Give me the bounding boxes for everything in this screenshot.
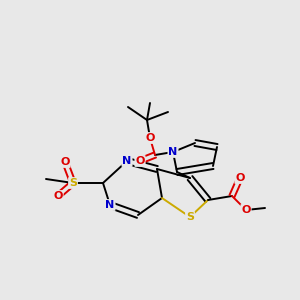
Text: N: N (122, 156, 132, 166)
Text: O: O (135, 156, 145, 166)
Text: S: S (186, 212, 194, 222)
Text: N: N (105, 200, 115, 210)
Text: O: O (241, 205, 251, 215)
Text: S: S (69, 178, 77, 188)
Text: O: O (53, 191, 63, 201)
Text: O: O (60, 157, 70, 167)
Text: N: N (168, 147, 178, 157)
Text: O: O (145, 133, 155, 143)
Text: O: O (235, 173, 245, 183)
